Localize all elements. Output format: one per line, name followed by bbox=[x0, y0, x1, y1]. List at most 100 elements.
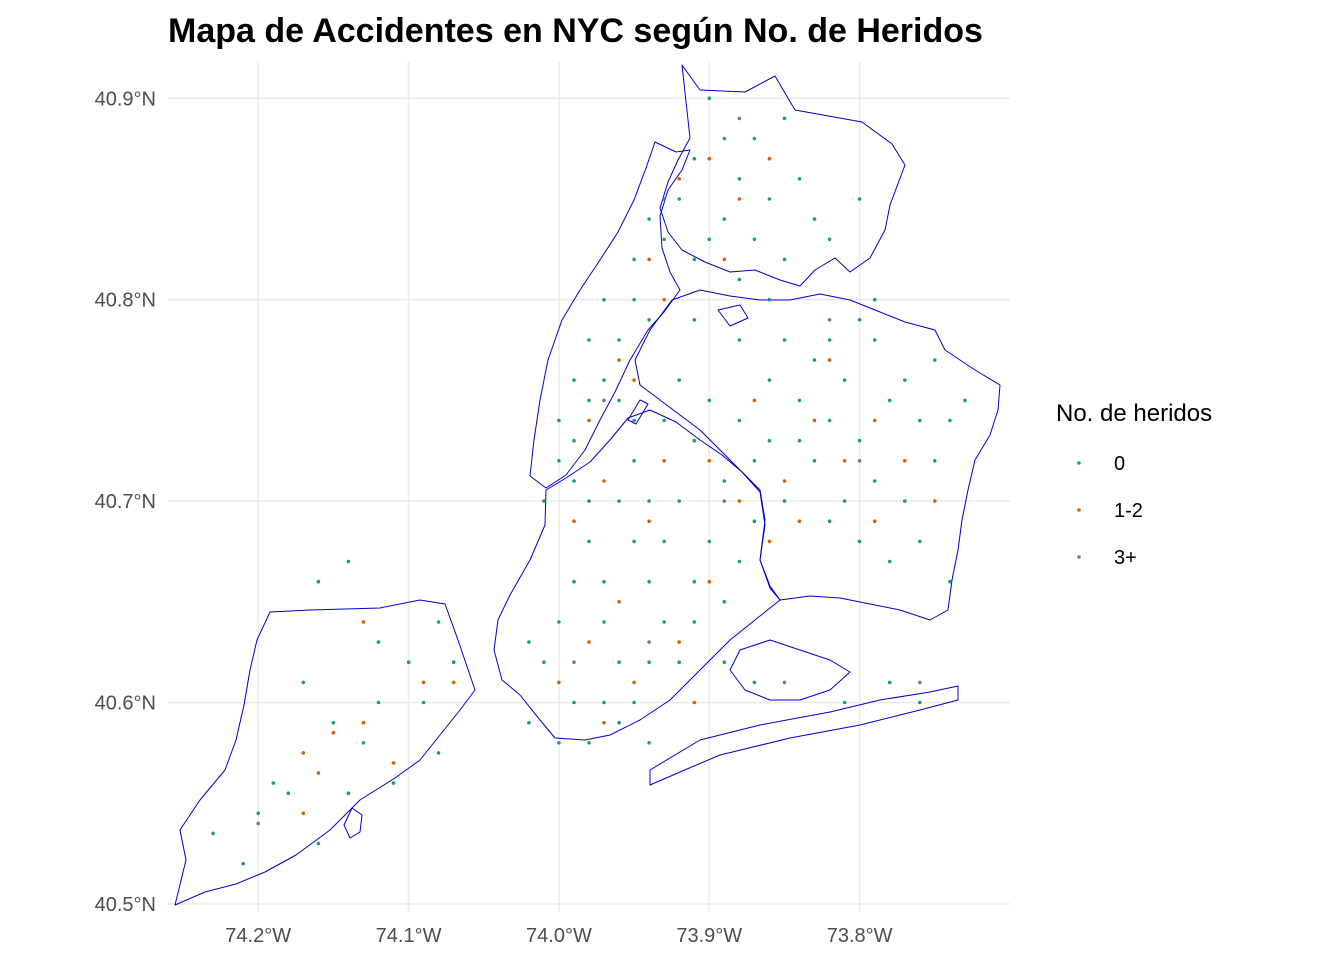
accident-point bbox=[918, 418, 922, 423]
accident-point bbox=[346, 791, 351, 795]
accident-point bbox=[812, 217, 817, 221]
accident-point bbox=[542, 499, 546, 503]
accident-point bbox=[602, 479, 606, 483]
x-tick-label: 73.9°W bbox=[676, 925, 742, 947]
accident-point bbox=[617, 600, 621, 604]
accident-point bbox=[647, 579, 651, 584]
accident-point bbox=[527, 640, 531, 644]
y-tick-label: 40.9°N bbox=[95, 88, 156, 110]
accident-point bbox=[572, 579, 576, 584]
x-tick-label: 74.2°W bbox=[225, 925, 291, 947]
accident-point bbox=[707, 237, 712, 242]
accident-point bbox=[632, 680, 636, 685]
accident-point bbox=[692, 156, 697, 161]
accident-point bbox=[737, 499, 742, 503]
accident-point bbox=[572, 438, 576, 443]
accident-point bbox=[872, 338, 877, 342]
accident-point bbox=[692, 579, 697, 584]
legend-title: No. de heridos bbox=[1056, 400, 1212, 427]
accident-point bbox=[767, 197, 772, 201]
accident-point bbox=[316, 579, 321, 584]
accident-point bbox=[827, 418, 832, 423]
accident-point bbox=[361, 741, 366, 745]
accident-point bbox=[857, 318, 862, 322]
accident-point bbox=[662, 297, 666, 302]
accident-point bbox=[752, 398, 757, 403]
accident-point bbox=[677, 378, 681, 383]
accident-point bbox=[361, 720, 366, 725]
accident-point bbox=[677, 197, 681, 201]
accident-point bbox=[301, 751, 306, 755]
accident-point bbox=[632, 459, 636, 463]
accident-point bbox=[797, 177, 802, 181]
accident-point bbox=[887, 398, 892, 403]
accident-point bbox=[677, 499, 681, 503]
accident-point bbox=[963, 398, 967, 403]
accident-point bbox=[602, 378, 606, 383]
accident-point bbox=[827, 318, 832, 322]
accident-point bbox=[692, 620, 697, 624]
series-1-2 bbox=[301, 156, 937, 816]
accident-point bbox=[572, 378, 576, 383]
accident-point bbox=[301, 680, 306, 685]
accident-point bbox=[872, 418, 877, 423]
rockaway-boundary bbox=[649, 685, 959, 786]
map-title: Mapa de Accidentes en NYC según No. de H… bbox=[168, 12, 983, 50]
accident-point bbox=[617, 660, 621, 664]
accident-point bbox=[707, 579, 712, 584]
legend-label: 1-2 bbox=[1114, 500, 1143, 522]
accident-point bbox=[557, 620, 561, 624]
accident-point bbox=[241, 861, 245, 866]
accident-point bbox=[918, 539, 922, 544]
accident-point bbox=[632, 297, 636, 302]
accident-point bbox=[722, 600, 727, 604]
accident-point bbox=[587, 741, 591, 745]
accident-point bbox=[421, 700, 426, 705]
accident-point bbox=[903, 378, 907, 383]
accident-point bbox=[782, 116, 787, 121]
accident-point bbox=[602, 620, 606, 624]
accident-point bbox=[572, 519, 576, 523]
accident-point bbox=[737, 559, 742, 564]
accident-point bbox=[842, 499, 847, 503]
series-0 bbox=[211, 96, 967, 866]
accident-point bbox=[887, 559, 892, 564]
accident-point bbox=[827, 358, 832, 362]
accident-point bbox=[842, 378, 847, 383]
accident-point bbox=[857, 438, 862, 443]
accident-point bbox=[722, 499, 727, 503]
accident-point bbox=[872, 519, 877, 523]
accident-points bbox=[211, 96, 967, 866]
accident-point bbox=[842, 700, 847, 705]
accident-point bbox=[903, 499, 907, 503]
accident-point bbox=[918, 680, 922, 685]
accident-point bbox=[782, 338, 787, 342]
accident-point bbox=[587, 499, 591, 503]
accident-point bbox=[737, 418, 742, 423]
accident-point bbox=[602, 297, 606, 302]
legend-keys: 0 1-2 3+ bbox=[1077, 453, 1143, 569]
accident-point bbox=[647, 640, 651, 644]
accident-point bbox=[647, 519, 651, 523]
accident-point bbox=[617, 499, 621, 503]
accident-point bbox=[737, 177, 742, 181]
accident-point bbox=[827, 519, 832, 523]
accident-point bbox=[737, 277, 742, 282]
queens-boundary bbox=[634, 289, 1001, 621]
accident-point bbox=[527, 720, 531, 725]
accident-point bbox=[797, 519, 802, 523]
accident-point bbox=[662, 459, 666, 463]
accident-point bbox=[677, 640, 681, 644]
legend-label: 0 bbox=[1114, 453, 1125, 475]
accident-point bbox=[647, 217, 651, 221]
accident-point bbox=[797, 438, 802, 443]
accident-point bbox=[542, 660, 546, 664]
accident-point bbox=[376, 700, 381, 705]
accident-point bbox=[316, 841, 321, 846]
accident-point bbox=[617, 720, 621, 725]
accident-point bbox=[211, 831, 215, 836]
accident-point bbox=[933, 499, 937, 503]
accident-point bbox=[587, 640, 591, 644]
